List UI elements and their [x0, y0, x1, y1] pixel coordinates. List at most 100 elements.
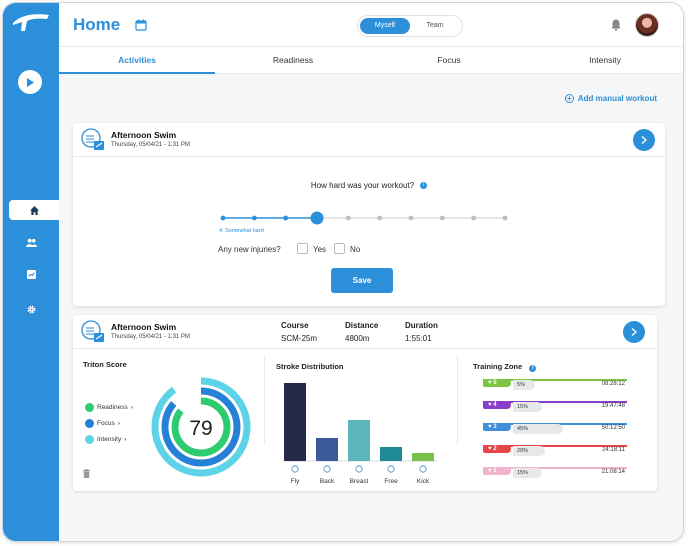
injury-yes-checkbox[interactable] [297, 243, 308, 254]
legend-label: Readiness [97, 404, 128, 411]
slider-step[interactable] [251, 215, 257, 221]
bar-breast [348, 420, 370, 461]
stroke-icon [387, 465, 395, 473]
zone-badge: ♥ 5 [483, 379, 511, 387]
slider-step[interactable] [502, 215, 508, 221]
zone-row-4: ♥ 4 15% 19:47:48 [477, 401, 627, 417]
effort-slider[interactable] [219, 211, 509, 225]
stat-value: SCM-25m [281, 334, 318, 343]
slider-step[interactable] [283, 215, 289, 221]
gear-icon [27, 305, 35, 313]
stat-label: Duration [405, 321, 438, 330]
zone-color-line [483, 379, 627, 381]
zone-time: 50:12:50 [601, 425, 625, 431]
slider-step[interactable] [439, 215, 445, 221]
triton-score-gauge: 79 [151, 377, 251, 477]
zone-row-5: ♥ 5 5% 08:28:12 [477, 379, 627, 395]
stat-duration: Duration 1:55:01 [405, 321, 438, 343]
divider [457, 355, 458, 445]
tick-label: Kick [417, 478, 430, 485]
injury-question: Any new injuries? [218, 245, 281, 254]
avatar[interactable] [635, 13, 659, 37]
zone-time: 08:28:12 [601, 381, 625, 387]
info-icon[interactable]: i [420, 182, 428, 190]
legend-dot [85, 403, 94, 412]
slider-step[interactable] [471, 215, 477, 221]
add-manual-workout-label: Add manual workout [577, 94, 657, 103]
stat-value: 4800m [345, 334, 370, 343]
sidebar-item-team[interactable] [3, 232, 59, 252]
toggle-myself[interactable]: Myself [360, 18, 410, 34]
bar-back [316, 438, 338, 461]
tab-readiness[interactable]: Readiness [272, 55, 314, 65]
activity-date: Thursday, 05/04/21 - 1:31 PM [111, 142, 190, 148]
zone-row-3: ♥ 3 45% 50:12:50 [477, 423, 627, 439]
zone-percent: 20% [513, 446, 545, 456]
stroke-icon [291, 465, 299, 473]
sidebar-item-stats[interactable] [3, 264, 59, 284]
bar-fly [284, 383, 306, 461]
stat-label: Distance [345, 321, 379, 330]
training-zone-title: Training Zone i [473, 362, 537, 372]
effort-selected-label: 4. Somewhat hard [219, 228, 264, 234]
zone-badge: ♥ 2 [483, 445, 511, 453]
tick-label: Free [384, 478, 398, 485]
slider-step[interactable] [220, 215, 226, 221]
activity-title: Afternoon Swim [111, 322, 177, 332]
effort-question: How hard was your workout? i [73, 181, 665, 190]
slider-step[interactable] [408, 215, 414, 221]
start-workout-button[interactable] [18, 70, 42, 94]
open-activity-button[interactable] [633, 129, 655, 151]
tab-intensity[interactable]: Intensity [589, 55, 621, 65]
injury-yes-label: Yes [313, 245, 327, 254]
tick-label: Breast [350, 478, 369, 485]
add-manual-workout-button[interactable]: + Add manual workout [564, 94, 657, 103]
legend-focus[interactable]: Focus › [85, 419, 120, 428]
tab-activities[interactable]: Activities [59, 47, 215, 74]
calendar-icon[interactable] [135, 19, 147, 31]
stroke-distribution-title: Stroke Distribution [276, 362, 344, 371]
zone-color-line [483, 401, 627, 403]
swim-icon [81, 320, 104, 342]
zone-row-1: ♥ 1 15% 21:08:14 [477, 467, 627, 483]
feedback-card-header: Afternoon Swim Thursday, 05/04/21 - 1:31… [73, 123, 665, 157]
save-button[interactable]: Save [331, 268, 393, 293]
legend-label: Intensity [97, 436, 122, 443]
toggle-team[interactable]: Team [426, 22, 444, 29]
slider-step[interactable] [345, 215, 351, 221]
legend-intensity[interactable]: Intensity › [85, 435, 126, 444]
zone-badge: ♥ 3 [483, 423, 511, 431]
stroke-icon [355, 465, 363, 473]
stat-course: Course SCM-25m [281, 321, 317, 343]
injury-no-label: No [350, 245, 361, 254]
stat-distance: Distance 4800m [345, 321, 378, 343]
tab-focus[interactable]: Focus [437, 55, 461, 65]
zone-percent: 15% [513, 468, 542, 478]
legend-dot [85, 419, 94, 428]
home-icon [29, 205, 39, 215]
zone-time: 24:18:11 [602, 447, 625, 453]
tick-label: Back [320, 478, 335, 485]
scope-toggle[interactable]: Myself Team [357, 15, 463, 37]
stat-value: 1:55:01 [405, 334, 432, 343]
info-icon[interactable]: i [529, 365, 537, 372]
slider-thumb[interactable] [310, 211, 324, 225]
zone-percent: 5% [513, 380, 535, 390]
zone-badge: ♥ 1 [483, 467, 511, 475]
slider-step[interactable] [377, 215, 383, 221]
chevron-right-icon: › [130, 404, 133, 411]
chevron-right-icon [641, 136, 647, 144]
chevron-right-icon [631, 328, 637, 336]
sidebar-item-settings[interactable] [3, 299, 59, 319]
open-activity-button[interactable] [623, 321, 645, 343]
workout-summary-card: Afternoon Swim Thursday, 05/04/21 - 1:31… [73, 315, 657, 491]
sidebar-item-home[interactable] [9, 200, 59, 220]
triton-score-title: Triton Score [83, 360, 127, 369]
page-title: Home [73, 15, 121, 34]
legend-readiness[interactable]: Readiness › [85, 403, 133, 412]
trash-icon[interactable] [83, 469, 90, 478]
injury-no-checkbox[interactable] [334, 243, 345, 254]
bell-icon[interactable] [611, 19, 621, 31]
brand-logo-icon [13, 14, 49, 31]
